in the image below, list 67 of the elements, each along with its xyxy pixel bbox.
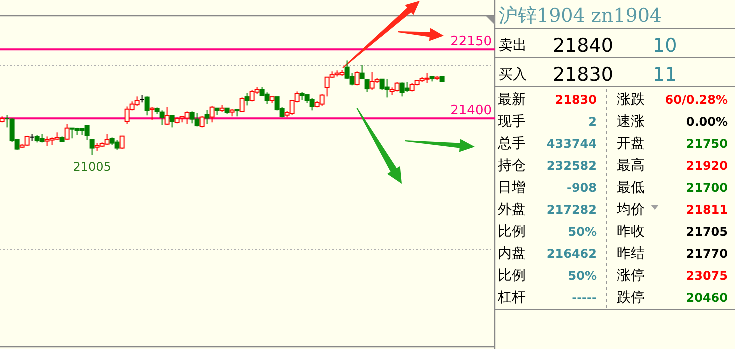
text: 昨结 <box>617 246 645 262</box>
text: 昨收 <box>617 224 645 240</box>
candlestick <box>204 110 210 125</box>
text: 50% <box>568 225 597 239</box>
candlestick <box>160 110 165 126</box>
text: 232582 <box>546 159 597 173</box>
text: 21811 <box>686 203 728 217</box>
text: 沪锌1904 zn1904 <box>499 5 662 27</box>
text: 开盘 <box>617 136 645 152</box>
text: 现手 <box>498 114 526 130</box>
text: 速涨 <box>617 114 645 130</box>
candlestick <box>200 116 205 128</box>
text: 11 <box>653 64 678 86</box>
text: 21700 <box>686 181 728 195</box>
text: 总手 <box>497 136 526 152</box>
text: 21705 <box>686 225 728 239</box>
text: 最高 <box>617 158 645 174</box>
text: 比例 <box>498 224 526 240</box>
text: 217282 <box>546 203 597 217</box>
text: 60/0.28% <box>665 93 728 107</box>
candlestick <box>150 106 155 120</box>
text: 最新 <box>498 92 526 108</box>
candlestick <box>354 71 360 86</box>
text: 21840 <box>553 35 614 57</box>
text: 10 <box>653 35 678 57</box>
text: 涨停 <box>617 268 645 284</box>
text: 买入 <box>499 67 527 83</box>
text: 比例 <box>498 268 526 284</box>
candlestick <box>210 105 215 124</box>
text: 50% <box>568 269 597 283</box>
text: -908 <box>566 181 597 195</box>
text: 杠杆 <box>497 290 526 306</box>
text: 20460 <box>686 291 728 305</box>
text: 21750 <box>686 137 728 151</box>
text: 跌停 <box>617 290 645 306</box>
text: 内盘 <box>498 246 526 262</box>
text: 最低 <box>617 180 645 196</box>
text: 外盘 <box>498 202 526 218</box>
text: 216462 <box>546 247 597 261</box>
candlestick <box>64 124 70 141</box>
candlestick <box>360 64 365 80</box>
ref-line-label: 21400 <box>450 104 492 119</box>
text: 21770 <box>686 247 728 261</box>
candlestick <box>4 114 10 128</box>
ref-line-label: 22150 <box>450 34 492 50</box>
text: 21830 <box>555 93 597 107</box>
candlestick <box>170 114 175 128</box>
text: 21920 <box>686 159 728 173</box>
candlestick <box>120 135 125 150</box>
text: ----- <box>572 291 598 305</box>
candlestick <box>240 97 245 113</box>
text: 均价 <box>616 202 645 218</box>
text: 卖出 <box>499 38 527 54</box>
annotation: 21005 <box>73 160 112 174</box>
candlestick <box>244 92 250 106</box>
candlestick <box>164 106 170 126</box>
text: 0.00% <box>686 115 728 129</box>
candlestick <box>90 140 95 156</box>
text: 23075 <box>686 269 728 283</box>
text: 2 <box>588 115 597 129</box>
text: 持仓 <box>498 158 526 174</box>
text: 21830 <box>553 64 614 86</box>
candlestick <box>364 78 370 93</box>
text: 日增 <box>498 180 526 196</box>
text: 涨跌 <box>617 92 645 108</box>
candlestick <box>144 96 150 116</box>
text: 433744 <box>546 137 597 151</box>
